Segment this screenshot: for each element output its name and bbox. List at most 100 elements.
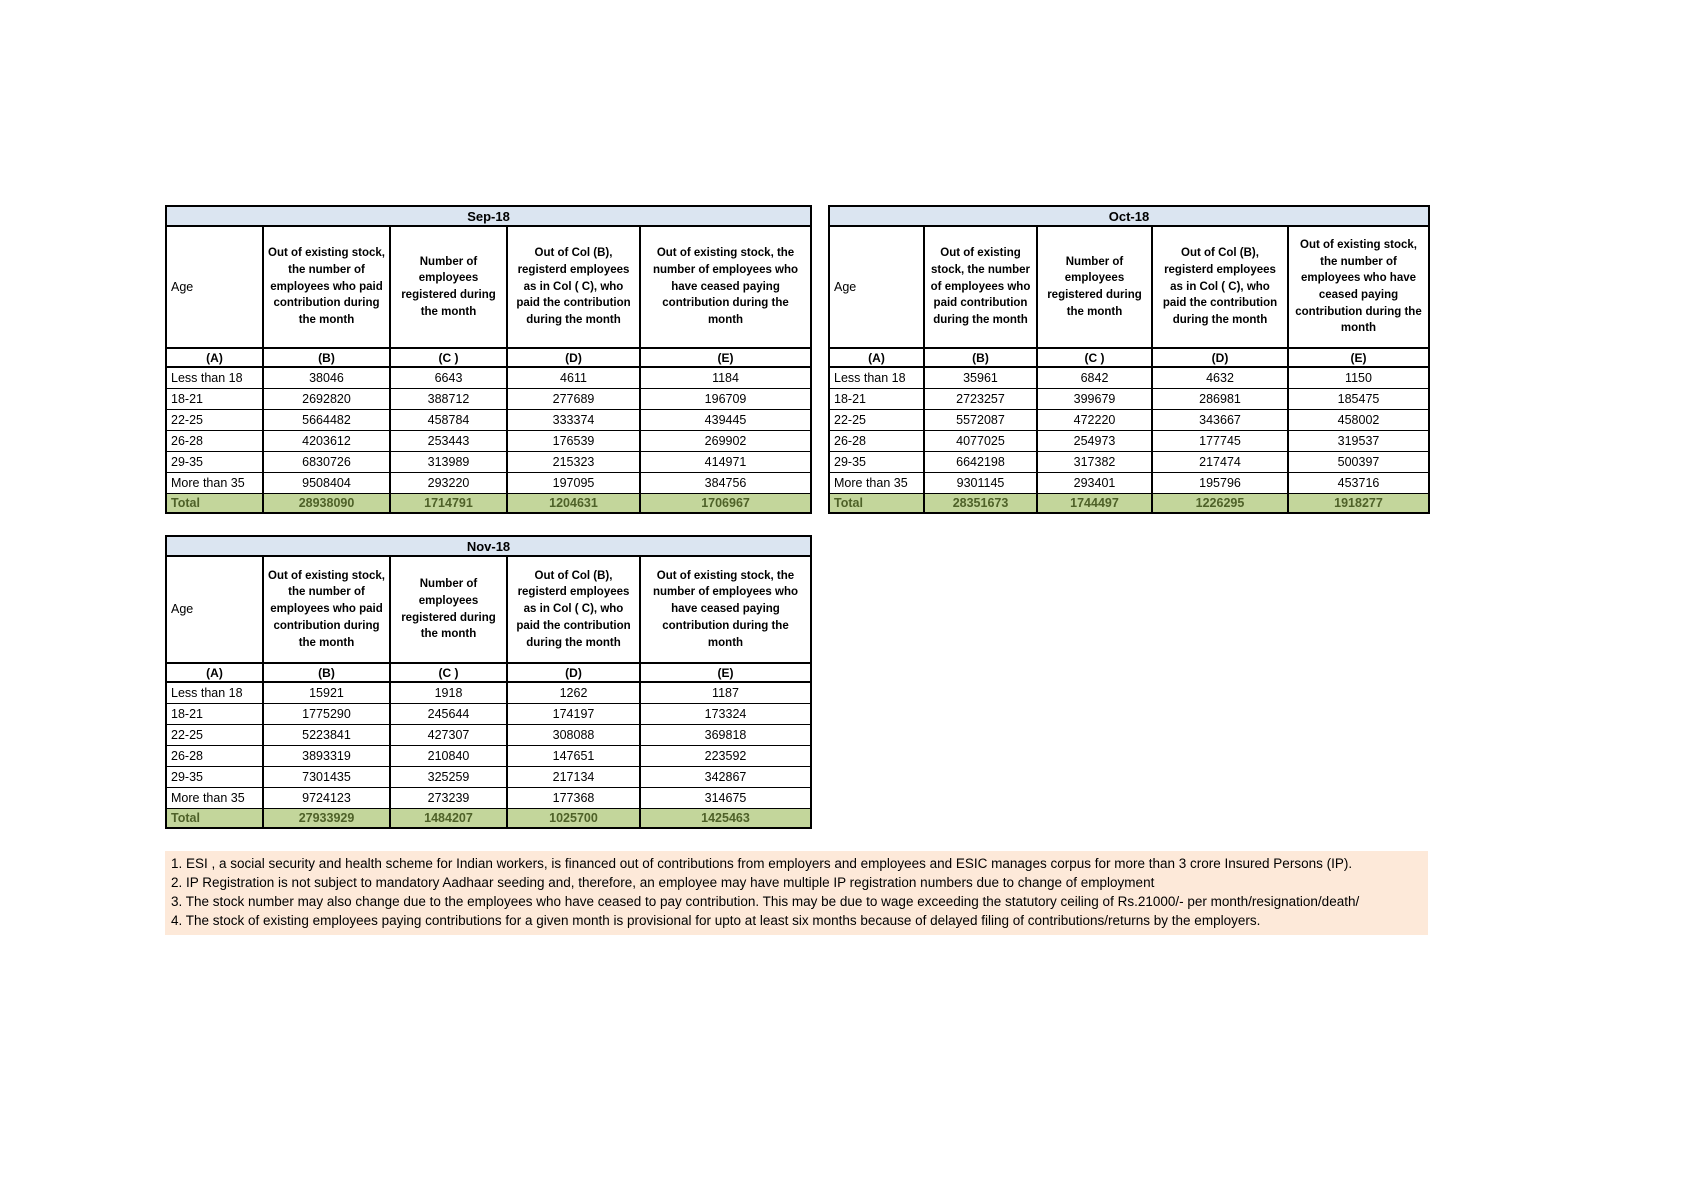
value-cell: 9301145 bbox=[923, 472, 1038, 494]
value-cell: 15921 bbox=[262, 681, 391, 704]
col-header-d: Out of Col (B), registerd employees as i… bbox=[506, 225, 641, 349]
col-header-d: Out of Col (B), registerd employees as i… bbox=[1151, 225, 1289, 349]
value-cell: 453716 bbox=[1287, 472, 1430, 494]
value-cell: 7301435 bbox=[262, 766, 391, 788]
col-letter-d: (D) bbox=[506, 347, 641, 368]
total-value-e: 1425463 bbox=[639, 808, 812, 829]
table-oct-18: Oct-18 Age Out of existing stock, the nu… bbox=[828, 205, 1430, 514]
value-cell: 177745 bbox=[1151, 430, 1289, 452]
col-header-b: Out of existing stock, the number of emp… bbox=[923, 225, 1038, 349]
table-row: Less than 18 15921 1918 1262 1187 bbox=[165, 681, 812, 704]
value-cell: 343667 bbox=[1151, 409, 1289, 431]
value-cell: 147651 bbox=[506, 745, 641, 767]
col-header-b: Out of existing stock, the number of emp… bbox=[262, 225, 391, 349]
value-cell: 217134 bbox=[506, 766, 641, 788]
col-letter-e: (E) bbox=[638, 347, 813, 368]
col-letter-a: (A) bbox=[165, 347, 264, 368]
table-row: 29-35 7301435 325259 217134 342867 bbox=[165, 766, 812, 788]
table-row: 26-28 3893319 210840 147651 223592 bbox=[165, 745, 812, 767]
age-cell: 18-21 bbox=[165, 703, 264, 725]
age-cell: 26-28 bbox=[828, 430, 925, 452]
value-cell: 414971 bbox=[638, 451, 813, 473]
value-cell: 38046 bbox=[262, 366, 391, 389]
value-cell: 1918 bbox=[389, 681, 508, 704]
value-cell: 4077025 bbox=[923, 430, 1038, 452]
value-cell: 9508404 bbox=[262, 472, 391, 494]
footnote-3: 3. The stock number may also change due … bbox=[171, 894, 1360, 909]
value-cell: 253443 bbox=[389, 430, 508, 452]
total-row: Total 28938090 1714791 1204631 1706967 bbox=[165, 493, 813, 514]
col-letter-d: (D) bbox=[506, 662, 641, 683]
value-cell: 399679 bbox=[1036, 388, 1153, 410]
table-row: 22-25 5572087 472220 343667 458002 bbox=[828, 409, 1430, 431]
total-row: Total 28351673 1744497 1226295 1918277 bbox=[828, 493, 1430, 514]
age-cell: 22-25 bbox=[165, 724, 264, 746]
value-cell: 1150 bbox=[1287, 366, 1430, 389]
value-cell: 6830726 bbox=[262, 451, 391, 473]
value-cell: 458784 bbox=[389, 409, 508, 431]
col-header-d: Out of Col (B), registerd employees as i… bbox=[506, 555, 641, 664]
value-cell: 217474 bbox=[1151, 451, 1289, 473]
value-cell: 1775290 bbox=[262, 703, 391, 725]
value-cell: 210840 bbox=[389, 745, 508, 767]
footnote-2: 2. IP Registration is not subject to man… bbox=[171, 875, 1155, 890]
total-value-d: 1025700 bbox=[506, 808, 641, 829]
col-letter-a: (A) bbox=[828, 347, 925, 368]
column-letter-row: (A) (B) (C ) (D) (E) bbox=[165, 347, 813, 368]
value-cell: 195796 bbox=[1151, 472, 1289, 494]
age-cell: 22-25 bbox=[165, 409, 264, 431]
table-row: 29-35 6830726 313989 215323 414971 bbox=[165, 451, 813, 473]
col-header-age: Age bbox=[165, 555, 264, 664]
col-letter-d: (D) bbox=[1151, 347, 1289, 368]
value-cell: 472220 bbox=[1036, 409, 1153, 431]
total-value-b: 27933929 bbox=[262, 808, 391, 829]
value-cell: 1187 bbox=[639, 681, 812, 704]
value-cell: 325259 bbox=[389, 766, 508, 788]
table-row: 22-25 5664482 458784 333374 439445 bbox=[165, 409, 813, 431]
total-label: Total bbox=[828, 493, 925, 514]
value-cell: 174197 bbox=[506, 703, 641, 725]
value-cell: 6842 bbox=[1036, 366, 1153, 389]
table-body: Less than 18 15921 1918 1262 1187 18-21 177529… bbox=[165, 681, 812, 809]
value-cell: 1262 bbox=[506, 681, 641, 704]
value-cell: 4203612 bbox=[262, 430, 391, 452]
value-cell: 458002 bbox=[1287, 409, 1430, 431]
col-letter-c: (C ) bbox=[389, 662, 508, 683]
table-row: 29-35 6642198 317382 217474 500397 bbox=[828, 451, 1430, 473]
value-cell: 9724123 bbox=[262, 787, 391, 809]
month-title: Nov-18 bbox=[165, 535, 812, 557]
table-row: Less than 18 35961 6842 4632 1150 bbox=[828, 366, 1430, 389]
total-value-d: 1204631 bbox=[506, 493, 641, 514]
value-cell: 35961 bbox=[923, 366, 1038, 389]
value-cell: 223592 bbox=[639, 745, 812, 767]
total-value-d: 1226295 bbox=[1151, 493, 1289, 514]
value-cell: 293220 bbox=[389, 472, 508, 494]
value-cell: 388712 bbox=[389, 388, 508, 410]
month-header-row: Oct-18 bbox=[828, 205, 1430, 227]
value-cell: 319537 bbox=[1287, 430, 1430, 452]
total-value-c: 1484207 bbox=[389, 808, 508, 829]
column-letter-row: (A) (B) (C ) (D) (E) bbox=[828, 347, 1430, 368]
age-cell: 18-21 bbox=[165, 388, 264, 410]
value-cell: 293401 bbox=[1036, 472, 1153, 494]
column-header-row: Age Out of existing stock, the number of… bbox=[165, 225, 813, 349]
age-cell: 29-35 bbox=[165, 451, 264, 473]
table-row: More than 35 9508404 293220 197095 384756 bbox=[165, 472, 813, 494]
value-cell: 277689 bbox=[506, 388, 641, 410]
value-cell: 500397 bbox=[1287, 451, 1430, 473]
age-cell: Less than 18 bbox=[165, 681, 264, 704]
age-cell: More than 35 bbox=[165, 787, 264, 809]
value-cell: 313989 bbox=[389, 451, 508, 473]
col-letter-b: (B) bbox=[262, 662, 391, 683]
total-value-c: 1744497 bbox=[1036, 493, 1153, 514]
col-header-age: Age bbox=[828, 225, 925, 349]
value-cell: 4632 bbox=[1151, 366, 1289, 389]
col-letter-e: (E) bbox=[1287, 347, 1430, 368]
age-cell: 29-35 bbox=[828, 451, 925, 473]
age-cell: 18-21 bbox=[828, 388, 925, 410]
value-cell: 185475 bbox=[1287, 388, 1430, 410]
value-cell: 245644 bbox=[389, 703, 508, 725]
value-cell: 6642198 bbox=[923, 451, 1038, 473]
value-cell: 269902 bbox=[638, 430, 813, 452]
value-cell: 196709 bbox=[638, 388, 813, 410]
